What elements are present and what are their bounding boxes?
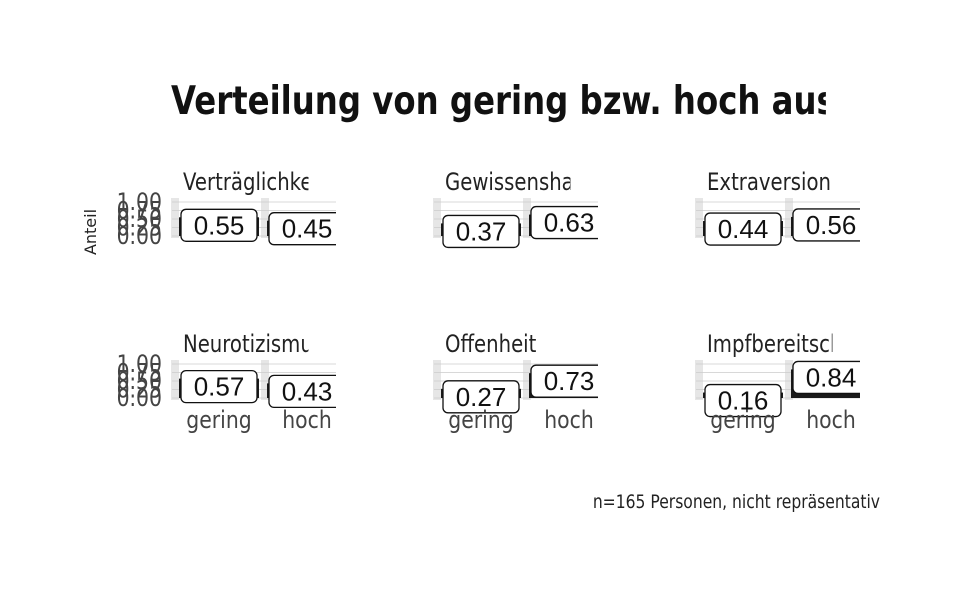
data-label: 0.44: [718, 214, 769, 244]
facet-panel: Neurotizismus 0.57 0.43 0.000.250.500.751.0…: [117, 331, 336, 434]
data-label: 0.55: [194, 210, 245, 240]
y-tick-label: 0.75: [117, 197, 162, 225]
data-label: 0.37: [456, 216, 507, 246]
facet-panel: Extraversion 0.44 0.56: [695, 169, 860, 246]
facet-label: Extraversion: [707, 169, 831, 196]
facet-label: Offenheit: [445, 331, 537, 358]
facet-panel: Gewissenshaftigkeit 0.37 0.63: [433, 169, 642, 249]
data-label-box: [442, 380, 520, 414]
data-label-box: [442, 214, 520, 249]
y-tick-label: 0.25: [117, 214, 162, 242]
y-tick-label: 0.00: [117, 384, 162, 412]
plot-area: 0.57 0.43: [171, 360, 336, 409]
facet-label: Gewissenshaftigkeit: [445, 169, 642, 196]
x-tick-label: gering: [448, 406, 513, 434]
data-label: 0.45: [282, 214, 333, 244]
y-tick-label: 1.00: [117, 188, 162, 216]
facet-label: Verträglichkeit: [183, 169, 326, 196]
plot-area: 0.16 0.84: [695, 360, 860, 418]
y-tick-label: 1.00: [117, 350, 162, 378]
x-tick-label: gering: [186, 406, 251, 434]
y-tick-label: 0.00: [117, 222, 162, 250]
data-label-box: [268, 212, 336, 246]
y-tick-label: 0.75: [117, 359, 162, 387]
facet-panel: Verträglichkeit 0.55 0.45 0.000.250.500.751…: [117, 169, 336, 250]
facet-panel: Offenheit 0.27 0.73 gering hoch: [433, 331, 598, 434]
plot-area: 0.37 0.63: [433, 198, 598, 249]
plot-area: 0.55 0.45: [171, 198, 336, 246]
data-label: 0.56: [806, 210, 857, 240]
data-label-box: [530, 364, 598, 398]
chart-caption: n=165 Personen, nicht repräsentativ: [593, 492, 880, 514]
x-tick-label: gering: [710, 406, 775, 434]
data-label: 0.63: [544, 208, 595, 238]
y-axis-label: Anteil: [81, 209, 100, 255]
facet-panel: Impfbereitschaft 0.16 0.84 gering hoch: [695, 331, 869, 434]
y-tick-label: 0.25: [117, 376, 162, 404]
data-label: 0.84: [806, 362, 857, 392]
chart-title: Verteilung von gering bzw. hoch ausgeprä…: [171, 79, 960, 124]
data-label-box: [180, 208, 258, 242]
data-label-box: [792, 208, 860, 242]
data-label-box: [530, 205, 598, 240]
data-label-box: [704, 212, 782, 246]
data-label-box: [792, 360, 860, 395]
data-label: 0.43: [282, 376, 333, 406]
data-label-box: [268, 374, 336, 409]
data-label: 0.57: [194, 372, 245, 402]
data-label: 0.73: [544, 366, 595, 396]
x-tick-label: hoch: [806, 406, 856, 434]
x-tick-label: hoch: [544, 406, 594, 434]
y-tick-label: 0.50: [117, 205, 162, 233]
data-label-box: [704, 383, 782, 418]
data-label-box: [180, 369, 258, 404]
y-tick-label: 0.50: [117, 367, 162, 395]
data-label: 0.16: [718, 386, 769, 416]
plot-area: 0.44 0.56: [695, 198, 860, 246]
x-tick-label: hoch: [282, 406, 332, 434]
plot-area: 0.27 0.73: [433, 360, 598, 414]
data-label: 0.27: [456, 382, 507, 412]
facet-label: Neurotizismus: [183, 331, 323, 358]
facet-label: Impfbereitschaft: [707, 331, 869, 358]
